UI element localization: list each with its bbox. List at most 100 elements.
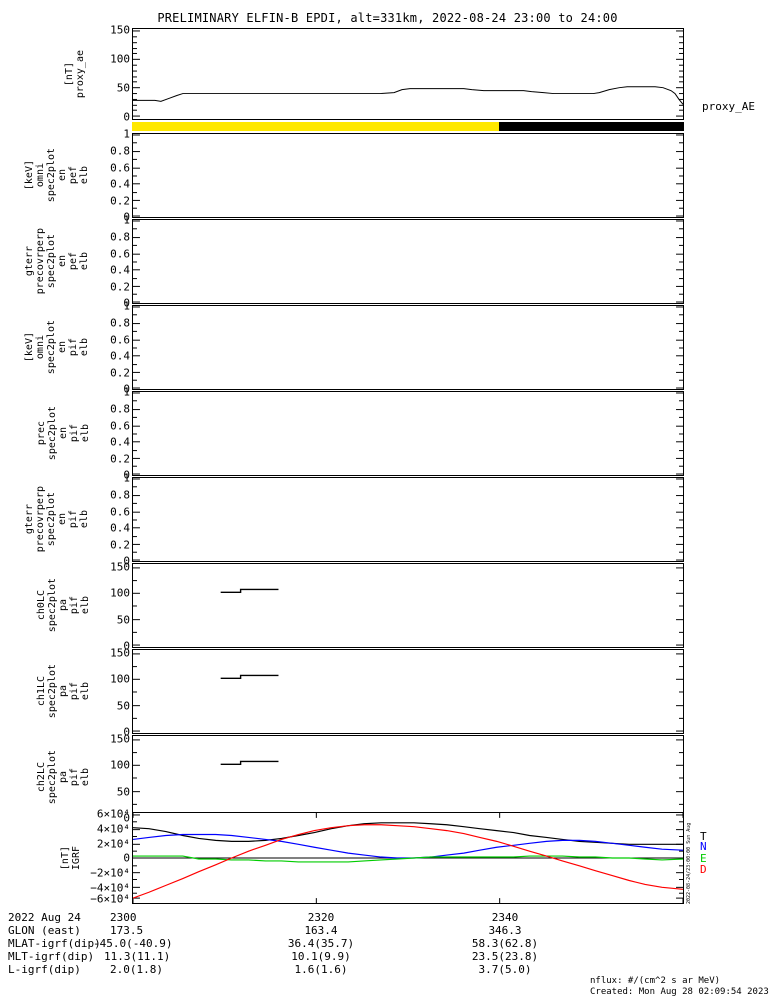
bottom-col2-mlt: 23.5(23.8) [471, 950, 539, 963]
bottom-row-label-mlt: MLT-igrf(dip) [8, 950, 95, 963]
ytick: 1 [123, 385, 130, 399]
panel-ch0lc-canvas [133, 567, 683, 646]
xaxis-ticks [133, 813, 683, 903]
panel-pif-precovrperp-canvas [133, 478, 683, 561]
ylabel-line: pa [57, 599, 69, 612]
bottom-col0-glon: 173.5 [110, 924, 144, 937]
panel-ch2lc[interactable] [132, 735, 684, 820]
ytick: 0.6 [110, 161, 130, 175]
yticks-proxy-ae: 150 100 50 0 [84, 25, 130, 124]
series-ch1lc [220, 674, 279, 680]
bottom-row-label-date: 2022 Aug 24 [8, 911, 81, 924]
yticks-igrf: 6×10⁴ 4×10⁴ 2×10⁴ 0 −2×10⁴ −4×10⁴ −6×10⁴ [80, 807, 130, 906]
ylabel-line: prec [35, 421, 47, 446]
bottom-col2-mlat: 58.3(62.8) [471, 937, 539, 950]
panel-pif-omni-canvas [133, 306, 683, 389]
series-igrf-total [133, 822, 683, 845]
panel-igrf-canvas [133, 813, 683, 903]
panel-pif-prec[interactable] [132, 391, 684, 476]
ytick: 50 [116, 785, 130, 799]
ytick: 0 [123, 210, 130, 224]
ylabel-line: gterr [24, 246, 35, 277]
ytick: 50 [116, 699, 130, 713]
ytick: 150 [110, 732, 130, 746]
ytick: 0.6 [110, 247, 130, 261]
ytick: 0.4 [110, 263, 130, 277]
ytick: 0.6 [110, 333, 130, 347]
legend-item-d: D [700, 863, 707, 876]
ytick: −6×10⁴ [90, 892, 130, 906]
yticks-ch1lc: 150 100 50 0 [84, 646, 130, 738]
bottom-col1-lshell: 1.6(1.6) [294, 963, 348, 976]
panel-ch1lc-canvas [133, 653, 683, 732]
bottom-row-label-glon: GLON (east) [8, 924, 81, 937]
ytick: 0 [123, 639, 130, 653]
yticks-pif-precovrperp: 1 0.8 0.6 0.4 0.2 0 [84, 473, 130, 567]
ytick: 0 [123, 296, 130, 310]
ylabel-line: pif [68, 510, 79, 529]
ytick: 50 [116, 613, 130, 627]
bottom-col2-time: 2340 [491, 911, 519, 924]
yaxis-ticks [133, 392, 683, 475]
ylabel-line: [nT] [60, 845, 71, 871]
ytick: 100 [110, 758, 130, 772]
ylabel-line: spec2plot [46, 664, 58, 719]
panel-pef-omni[interactable] [132, 133, 684, 218]
panel-ch2lc-canvas [133, 739, 683, 818]
ytick: 0 [123, 851, 130, 865]
yticks-ch2lc: 150 100 50 0 [84, 732, 130, 824]
bottom-col1-mlt: 10.1(9.9) [291, 950, 351, 963]
ylabel-line: spec2plot [46, 148, 57, 203]
bottom-col0-lshell: 2.0(1.8) [110, 963, 163, 976]
ytick: 150 [110, 646, 130, 660]
panel-igrf[interactable] [132, 812, 684, 904]
ytick: 0 [123, 110, 130, 124]
ylabel-line: en [57, 255, 68, 268]
igrf-side-note: 2022-08-24/23:00:00 Sun Aug [686, 822, 692, 904]
ytick: 0.2 [110, 538, 130, 552]
ytick: 0.4 [110, 177, 130, 191]
ylabel-line: en [57, 341, 68, 354]
panel-proxy-ae[interactable] [132, 28, 684, 120]
ytick: 6×10⁴ [96, 807, 130, 821]
panel-pif-omni[interactable] [132, 305, 684, 390]
bottom-col2-lshell: 3.7(5.0) [478, 963, 532, 976]
legend-item-t: T [700, 830, 707, 843]
yaxis-ticks [133, 567, 683, 646]
bottom-row-label-lshell: L-igrf(dip) [8, 963, 81, 976]
legend-item-e: E [700, 852, 707, 865]
ylabel-line: ch1LC [35, 676, 47, 707]
science-zone-bar-yellow [132, 122, 499, 131]
series-igrf-d [133, 824, 683, 899]
panel-pef-precovrperp[interactable] [132, 219, 684, 304]
ylabel-line: en [57, 427, 69, 440]
footer-units: nflux: #/(cm^2 s ar MeV) [590, 976, 721, 986]
ytick: 0.2 [110, 280, 130, 294]
bottom-col1-glon: 163.4 [304, 924, 338, 937]
panel-proxy-ae-canvas [133, 30, 683, 117]
yaxis-ticks [133, 306, 683, 389]
ylabel-line: spec2plot [46, 320, 57, 375]
ytick: 100 [110, 586, 130, 600]
series-igrf-e [133, 855, 683, 863]
ylabel-line: pa [57, 771, 69, 784]
ylabel-line: omni [35, 335, 46, 360]
ylabel-line: ch2LC [35, 762, 47, 793]
ytick: 0.2 [110, 452, 130, 466]
ytick: 0.4 [110, 349, 130, 363]
science-zone-bar-black [499, 122, 684, 131]
ytick: 1 [123, 299, 130, 313]
legend-item-n: N [700, 840, 707, 853]
panel-ch1lc[interactable] [132, 649, 684, 734]
ylabel-line: en [57, 513, 68, 526]
panel-pif-precovrperp[interactable] [132, 477, 684, 562]
ytick: 1 [123, 127, 130, 141]
ylabel-line: [nT] [64, 61, 75, 87]
yaxis-ticks [133, 653, 683, 732]
ylabel-line: spec2plot [46, 750, 58, 805]
ytick: 0 [123, 554, 130, 568]
ytick: −2×10⁴ [90, 866, 130, 880]
panel-pef-precovrperp-canvas [133, 220, 683, 303]
panel-pef-omni-canvas [133, 134, 683, 217]
panel-ch0lc[interactable] [132, 563, 684, 648]
